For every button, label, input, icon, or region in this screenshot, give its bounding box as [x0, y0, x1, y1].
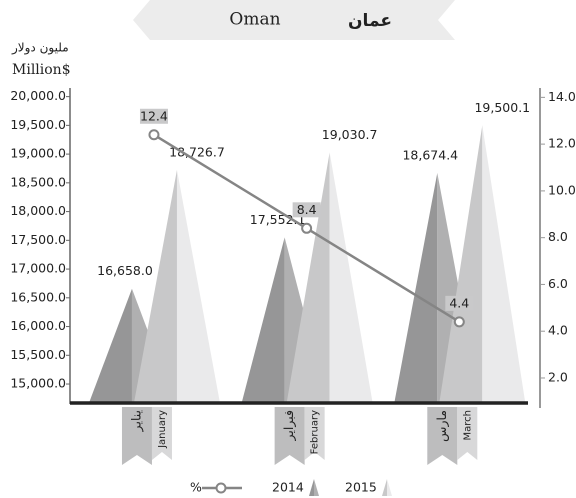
x-tick-label: January [157, 410, 168, 449]
category-ribbon [274, 407, 305, 465]
x-tick-label: March [462, 410, 473, 440]
data-label: 18,726.7 [169, 144, 225, 159]
x-tick-label-ar: مارس [434, 410, 450, 442]
chart-title: Oman [229, 10, 280, 30]
y-tick-label: 17,000.0 [10, 261, 66, 276]
data-label: 16,658.0 [97, 263, 153, 278]
legend-marker [382, 479, 387, 496]
pyramid-left [133, 169, 177, 403]
pyramid [286, 152, 373, 403]
pyramid-right [482, 125, 526, 403]
legend-marker [215, 482, 227, 494]
y2-tick-label: 4.0 [548, 323, 568, 338]
data-label: 8.4 [297, 202, 317, 217]
pyramid-right [329, 152, 373, 403]
y2-tick-label: 2.0 [548, 369, 568, 384]
label-box [292, 202, 321, 218]
y-tick-label: 16,000.0 [10, 318, 66, 333]
category-ribbon [121, 407, 152, 465]
y2-tick-label: 6.0 [548, 276, 568, 291]
x-tick-label: February [310, 410, 321, 454]
legend-marker [309, 479, 314, 496]
pyramid-right [176, 169, 220, 403]
y2-tick-label: 8.0 [548, 229, 568, 244]
data-label: 19,500.1 [474, 100, 530, 115]
category-ribbon [151, 407, 172, 460]
y-tick-label: 20,000.0 [10, 88, 66, 103]
data-label: 18,674.4 [402, 147, 458, 162]
pyramid-left [88, 288, 132, 403]
category-ribbon [457, 407, 478, 460]
legend-marker [314, 479, 319, 496]
pyramid-left [241, 237, 285, 403]
pyramid-left [394, 172, 438, 403]
line-marker [453, 316, 465, 328]
x-tick-label-ar: يناير [128, 409, 144, 432]
x-tick-label-ar: فبراير [281, 410, 297, 442]
line-marker [301, 222, 313, 234]
legend-label: % [190, 480, 202, 495]
y-tick-label: 15,500.0 [10, 347, 66, 362]
line-marker [148, 129, 160, 141]
data-label: 4.4 [449, 295, 469, 310]
pyramid [439, 125, 526, 403]
legend-label: 2014 [272, 480, 304, 495]
pyramid-left [286, 152, 330, 403]
data-label: 19,030.7 [322, 127, 378, 142]
y-tick-label: 18,500.0 [10, 174, 66, 189]
data-label: 12.4 [140, 108, 168, 123]
category-ribbon [304, 407, 325, 460]
y-tick-label: 17,500.0 [10, 232, 66, 247]
title-banner [133, 0, 455, 40]
label-box [445, 295, 474, 311]
y-tick-label: 19,500.0 [10, 117, 66, 132]
y-tick-label: 18,000.0 [10, 203, 66, 218]
data-label: 17,552.1 [250, 212, 306, 227]
y2-tick-label: 10.0 [548, 182, 576, 197]
y-label-ar: مليون دولار [11, 41, 69, 56]
category-ribbon [427, 407, 458, 465]
legend-label: 2015 [345, 480, 377, 495]
y-label: Million$ [12, 62, 71, 78]
y2-tick-label: 12.0 [548, 136, 576, 151]
y-tick-label: 19,000.0 [10, 146, 66, 161]
pyramid-left [439, 125, 483, 403]
legend-marker [387, 479, 392, 496]
y-tick-label: 15,000.0 [10, 376, 66, 391]
chart-title-ar: عمان [348, 11, 392, 31]
y-tick-label: 16,500.0 [10, 289, 66, 304]
pyramid [133, 169, 220, 403]
label-box [139, 108, 168, 124]
y2-tick-label: 14.0 [548, 89, 576, 104]
